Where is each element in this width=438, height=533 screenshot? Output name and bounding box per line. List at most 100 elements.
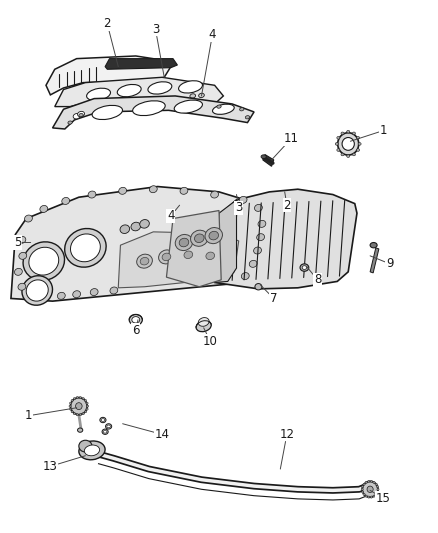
Ellipse shape: [119, 187, 127, 195]
Ellipse shape: [363, 493, 365, 495]
Ellipse shape: [73, 413, 75, 415]
Ellipse shape: [70, 402, 72, 404]
Ellipse shape: [376, 486, 378, 488]
Ellipse shape: [194, 234, 204, 243]
Ellipse shape: [357, 149, 360, 151]
Ellipse shape: [336, 143, 338, 145]
Ellipse shape: [347, 155, 350, 157]
Ellipse shape: [191, 230, 208, 246]
Ellipse shape: [110, 287, 118, 294]
Text: 8: 8: [307, 266, 321, 286]
Ellipse shape: [100, 417, 106, 423]
Text: 4: 4: [167, 205, 180, 222]
Ellipse shape: [25, 215, 32, 222]
Ellipse shape: [40, 205, 48, 213]
Ellipse shape: [76, 403, 82, 409]
Ellipse shape: [179, 80, 202, 93]
Ellipse shape: [365, 481, 367, 483]
Ellipse shape: [79, 441, 105, 460]
Ellipse shape: [375, 483, 377, 486]
Ellipse shape: [180, 248, 196, 262]
Ellipse shape: [71, 399, 73, 401]
Ellipse shape: [254, 204, 262, 212]
Ellipse shape: [261, 155, 266, 159]
Ellipse shape: [249, 260, 257, 268]
Text: 5: 5: [14, 236, 31, 249]
Ellipse shape: [367, 486, 373, 492]
Ellipse shape: [202, 249, 218, 263]
Ellipse shape: [132, 317, 140, 323]
Polygon shape: [118, 232, 239, 288]
Polygon shape: [263, 155, 274, 166]
Ellipse shape: [362, 481, 378, 497]
Ellipse shape: [140, 257, 149, 265]
Ellipse shape: [79, 414, 81, 416]
Ellipse shape: [82, 413, 84, 415]
Ellipse shape: [22, 276, 53, 305]
Text: 6: 6: [132, 320, 140, 337]
Ellipse shape: [102, 429, 108, 434]
Ellipse shape: [258, 220, 266, 228]
Ellipse shape: [245, 116, 250, 119]
Ellipse shape: [174, 100, 202, 113]
Text: 14: 14: [123, 424, 170, 441]
Ellipse shape: [300, 264, 309, 271]
Ellipse shape: [106, 424, 112, 429]
Ellipse shape: [179, 238, 189, 247]
Ellipse shape: [371, 496, 373, 498]
Ellipse shape: [217, 105, 221, 108]
Text: 3: 3: [152, 23, 164, 77]
Ellipse shape: [131, 222, 141, 231]
Ellipse shape: [159, 250, 174, 264]
Ellipse shape: [209, 231, 219, 240]
Ellipse shape: [371, 480, 373, 482]
Ellipse shape: [62, 197, 70, 205]
Ellipse shape: [175, 235, 193, 251]
Ellipse shape: [373, 481, 375, 483]
Ellipse shape: [90, 288, 98, 296]
Ellipse shape: [341, 153, 344, 156]
Ellipse shape: [92, 106, 123, 119]
Polygon shape: [166, 211, 221, 287]
Polygon shape: [215, 189, 357, 289]
Ellipse shape: [352, 153, 356, 156]
Ellipse shape: [140, 220, 149, 228]
Ellipse shape: [255, 284, 262, 290]
Text: 10: 10: [203, 328, 218, 348]
Ellipse shape: [358, 143, 361, 145]
Ellipse shape: [57, 292, 65, 300]
Ellipse shape: [14, 268, 22, 276]
Ellipse shape: [82, 398, 84, 400]
Ellipse shape: [196, 321, 211, 332]
Ellipse shape: [69, 405, 71, 407]
Ellipse shape: [341, 132, 344, 135]
Ellipse shape: [362, 486, 364, 488]
Ellipse shape: [26, 280, 48, 301]
Polygon shape: [215, 200, 237, 282]
Ellipse shape: [78, 111, 85, 117]
Polygon shape: [105, 59, 177, 69]
Ellipse shape: [85, 411, 87, 413]
Ellipse shape: [137, 254, 152, 268]
Ellipse shape: [71, 234, 100, 262]
Ellipse shape: [76, 414, 78, 416]
Ellipse shape: [376, 491, 378, 493]
Ellipse shape: [18, 283, 26, 290]
Ellipse shape: [117, 84, 141, 97]
Ellipse shape: [363, 483, 365, 486]
Text: 11: 11: [272, 132, 299, 160]
Ellipse shape: [129, 314, 142, 325]
Polygon shape: [11, 187, 263, 301]
Ellipse shape: [199, 93, 204, 98]
Ellipse shape: [367, 496, 370, 498]
Ellipse shape: [212, 104, 234, 115]
Ellipse shape: [377, 488, 379, 490]
Ellipse shape: [107, 425, 110, 427]
Ellipse shape: [88, 191, 96, 198]
Ellipse shape: [73, 114, 80, 119]
Ellipse shape: [338, 133, 359, 155]
Ellipse shape: [184, 251, 193, 259]
Ellipse shape: [206, 252, 215, 260]
Ellipse shape: [254, 247, 261, 254]
Polygon shape: [53, 96, 254, 129]
